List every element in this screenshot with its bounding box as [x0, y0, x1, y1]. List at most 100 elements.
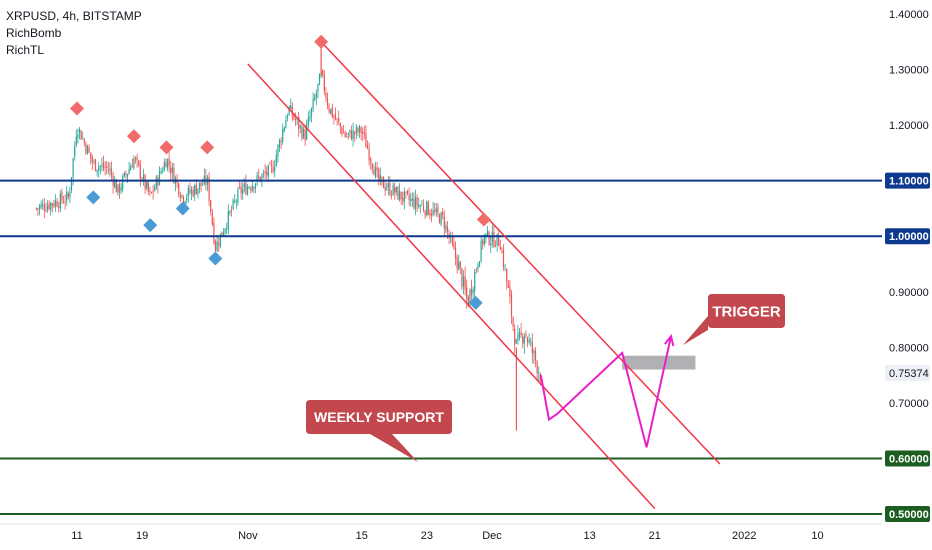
candle-body — [160, 171, 162, 173]
candle-body — [195, 185, 197, 194]
candle-body — [240, 186, 242, 194]
candle-body — [366, 145, 369, 149]
time-tick-label: 13 — [584, 530, 596, 542]
candle-body — [506, 268, 508, 283]
candle-body — [462, 276, 465, 287]
candle-body — [51, 203, 53, 206]
candle-body — [350, 130, 353, 140]
projection-path[interactable] — [539, 336, 672, 448]
candle-body — [427, 202, 429, 216]
candle-body — [181, 194, 183, 197]
candle-body — [426, 201, 428, 216]
candle-body — [115, 181, 117, 193]
candle-body — [131, 165, 133, 168]
candle-body — [70, 177, 73, 191]
candle-body — [75, 136, 77, 145]
candle-body — [328, 106, 330, 112]
candle-body — [378, 169, 380, 181]
candle-body — [243, 183, 245, 188]
candle-body — [419, 205, 421, 207]
candle-body — [251, 185, 253, 192]
candle-body — [192, 189, 194, 197]
candle-body — [347, 133, 349, 135]
candle-body — [245, 182, 247, 195]
candle-body — [464, 276, 466, 290]
candle-body — [274, 166, 276, 172]
candle-body — [253, 186, 255, 189]
candle-body — [504, 267, 506, 269]
candle-body — [346, 136, 348, 138]
candle-body — [357, 128, 359, 133]
level-price-tag — [885, 450, 930, 467]
candle-body — [472, 289, 474, 294]
candle-body — [54, 200, 57, 207]
candle-body — [187, 187, 189, 197]
time-tick-label: Nov — [238, 530, 258, 542]
candle-body — [110, 168, 113, 175]
trigger-zone-box[interactable] — [622, 355, 696, 370]
candle-body — [496, 233, 498, 246]
candle-body — [384, 187, 386, 191]
candle-body — [515, 339, 517, 344]
candle-body — [480, 240, 482, 262]
candle-body — [370, 158, 372, 163]
candle-body — [430, 213, 433, 216]
candle-body — [275, 154, 277, 166]
candle-body — [477, 265, 479, 270]
top-signal-marker — [159, 140, 174, 155]
candle-body — [210, 200, 212, 212]
candle-body — [85, 143, 87, 153]
candle-body — [533, 350, 535, 354]
candle-body — [224, 228, 226, 233]
time-tick-label: 10 — [811, 530, 823, 542]
indicator-richtl[interactable]: RichTL — [6, 43, 45, 57]
channel-upper-line[interactable] — [320, 41, 721, 465]
candle-body — [467, 297, 469, 306]
trigger-callout[interactable]: TRIGGER — [683, 294, 785, 345]
candle-body — [179, 195, 181, 198]
candle-body — [189, 188, 191, 193]
candle-body — [232, 200, 234, 209]
candle-body — [202, 184, 204, 186]
candle-body — [248, 187, 250, 189]
time-tick-label: 15 — [356, 530, 368, 542]
candle-body — [134, 158, 137, 160]
indicator-richbomb[interactable]: RichBomb — [6, 26, 62, 40]
candle-body — [122, 176, 124, 189]
candle-body — [387, 183, 389, 188]
weekly-support-callout[interactable]: WEEKLY SUPPORT — [306, 400, 452, 462]
candle-body — [413, 198, 415, 208]
candle-body — [222, 232, 225, 236]
candle-body — [502, 249, 505, 268]
candle-body — [338, 117, 340, 122]
candle-body — [323, 74, 325, 92]
candle-body — [150, 192, 153, 194]
candle-body — [490, 243, 492, 246]
callouts: TRIGGER WEEKLY SUPPORT — [306, 294, 785, 462]
candle-body — [326, 97, 329, 106]
candle-body — [459, 261, 461, 268]
candle-body — [123, 172, 125, 177]
candle-body — [154, 187, 156, 191]
candle-body — [446, 226, 449, 232]
candle-body — [96, 169, 98, 172]
price-tick-label: 1.30000 — [889, 65, 929, 77]
price-tick-label: 0.80000 — [889, 342, 929, 354]
candle-body — [258, 176, 260, 178]
candle-body — [509, 286, 511, 297]
candle-body — [315, 93, 317, 98]
candle-body — [147, 181, 149, 192]
candle-body — [294, 118, 297, 121]
candle-body — [307, 117, 309, 126]
candle-body — [304, 129, 306, 141]
channel-lower-line[interactable] — [247, 63, 656, 509]
candle-body — [133, 158, 135, 169]
candle-body — [256, 174, 258, 182]
candle-body — [454, 247, 457, 259]
candle-body — [66, 191, 68, 201]
candle-body — [451, 237, 453, 244]
price-projection — [539, 333, 675, 448]
current-price-tag — [885, 365, 930, 382]
candle-body — [234, 200, 236, 202]
